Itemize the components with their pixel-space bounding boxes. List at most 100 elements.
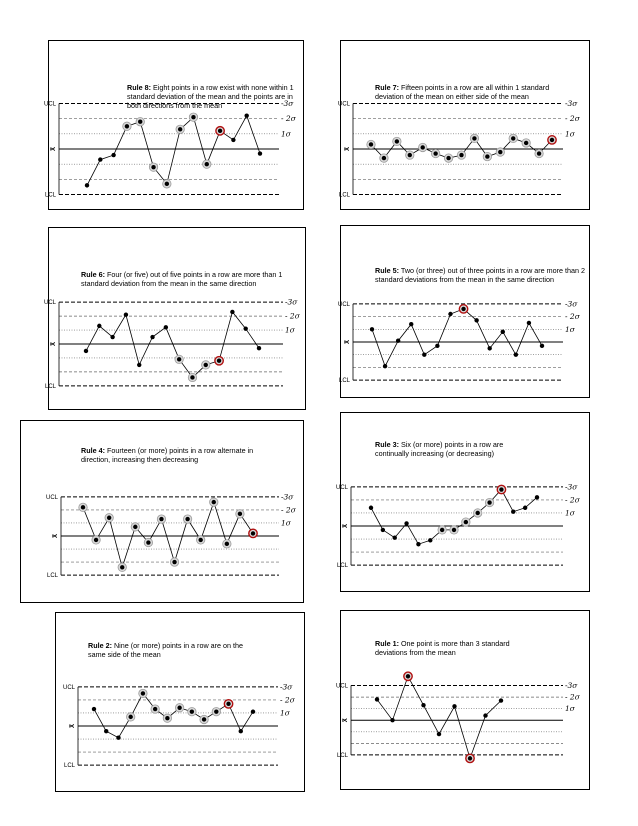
- data-point: [539, 343, 545, 349]
- data-point: [198, 537, 203, 543]
- data-point: [250, 709, 256, 714]
- mean-label: X̄: [342, 524, 349, 528]
- data-point: [110, 334, 115, 340]
- rule-number: Rule 2:: [88, 641, 112, 650]
- ucl-label: UCL: [44, 102, 57, 108]
- data-point: [487, 500, 492, 505]
- sigma-label-3: -3σ: [280, 682, 293, 691]
- sigma-label-2: - 2σ: [565, 495, 581, 504]
- rule-number: Rule 7:: [375, 83, 399, 92]
- mean-label: X̄: [50, 147, 57, 151]
- control-chart-2: UCL LCL X̄ -3σ - 2σ 1σ: [338, 99, 581, 198]
- data-point: [381, 155, 387, 161]
- mean-label: X̄: [344, 340, 351, 344]
- ucl-label: UCL: [338, 302, 351, 308]
- rule-number: Rule 3:: [375, 440, 399, 449]
- data-point: [256, 345, 262, 351]
- lcl-label: LCL: [339, 192, 351, 198]
- data-point: [214, 709, 219, 714]
- data-point: [511, 509, 516, 514]
- rule-caption: Rule 1: One point is more than 3 standar…: [375, 639, 515, 657]
- rule-description: Four (or five) out of five points in a r…: [81, 270, 283, 288]
- data-point: [404, 521, 409, 526]
- rule-number: Rule 1:: [375, 639, 399, 648]
- mean-label: X̄: [50, 342, 57, 346]
- data-point: [448, 311, 453, 317]
- sigma-label-1: 1σ: [565, 325, 576, 334]
- data-point: [499, 487, 504, 492]
- data-point: [475, 510, 480, 516]
- data-point: [140, 691, 146, 696]
- sigma-label-2: - 2σ: [285, 312, 301, 321]
- data-point: [523, 140, 529, 146]
- rule-description: Nine (or more) points in a row are on th…: [88, 641, 244, 659]
- series-line: [82, 500, 254, 569]
- data-point: [374, 697, 380, 702]
- rule-caption: Rule 8: Eight points in a row exist with…: [127, 83, 297, 110]
- data-point: [526, 320, 532, 326]
- rule-description: One point is more than 3 standard deviat…: [375, 639, 510, 657]
- data-point: [177, 127, 183, 132]
- data-point: [369, 327, 375, 332]
- data-point: [204, 161, 209, 167]
- data-point: [203, 362, 208, 368]
- data-point: [128, 714, 133, 720]
- series-line: [85, 311, 260, 379]
- data-point: [422, 352, 427, 357]
- data-point: [152, 706, 158, 712]
- sigma-label-1: 1σ: [565, 508, 576, 517]
- rule-description: Two (or three) out of three points in a …: [375, 266, 586, 284]
- data-point: [451, 527, 457, 533]
- sigma-label-3: -3σ: [565, 99, 578, 108]
- data-point: [390, 718, 395, 723]
- data-point: [420, 145, 425, 150]
- data-point: [217, 128, 223, 134]
- sigma-label-1: 1σ: [280, 708, 291, 717]
- sigma-label-3: -3σ: [565, 299, 578, 308]
- chart-panel-2: Rule 7: Fifteen points in a row are all …: [338, 40, 590, 210]
- chart-panel-7: Rule 2: Nine (or more) points in a row a…: [55, 612, 305, 792]
- data-point: [164, 181, 170, 187]
- control-chart-4: UCL LCL X̄ -3σ - 2σ 1σ: [338, 299, 581, 384]
- rule-description: Fourteen (or more) points in a row alter…: [81, 446, 254, 464]
- data-point: [163, 325, 169, 330]
- data-point: [534, 495, 540, 500]
- sigma-label-2: - 2σ: [565, 312, 581, 321]
- sigma-label-2: - 2σ: [281, 505, 297, 514]
- sigma-label-3: -3σ: [281, 99, 294, 108]
- data-point: [522, 505, 528, 510]
- sigma-label-3: -3σ: [285, 298, 298, 307]
- data-point: [250, 531, 256, 536]
- sigma-label-1: 1σ: [565, 704, 576, 713]
- data-point: [428, 538, 433, 543]
- data-point: [461, 306, 466, 312]
- data-point: [498, 149, 503, 155]
- sigma-label-2: - 2σ: [281, 114, 297, 123]
- control-chart-3: UCL LCL X̄ -3σ - 2σ 1σ: [44, 298, 301, 390]
- data-point: [474, 318, 479, 323]
- rule-caption: Rule 3: Six (or more) points in a row ar…: [375, 440, 535, 458]
- lcl-label: LCL: [337, 753, 349, 759]
- data-point: [238, 729, 243, 734]
- data-point: [421, 703, 426, 708]
- data-point: [137, 362, 142, 368]
- data-point: [439, 527, 445, 533]
- data-point: [549, 137, 555, 143]
- lcl-label: LCL: [47, 573, 59, 579]
- data-point: [177, 705, 182, 710]
- data-point: [407, 152, 412, 158]
- data-point: [191, 114, 196, 120]
- data-point: [216, 358, 222, 363]
- mean-label: X̄: [69, 724, 76, 728]
- data-point: [124, 124, 130, 129]
- ucl-label: UCL: [63, 685, 76, 691]
- data-point: [151, 164, 156, 170]
- data-point: [97, 323, 102, 329]
- rule-description: Fifteen points in a row are all within 1…: [375, 83, 550, 101]
- mean-label: X̄: [344, 147, 351, 151]
- data-point: [176, 357, 182, 362]
- sigma-label-3: -3σ: [281, 492, 294, 501]
- sigma-label-2: - 2σ: [565, 114, 581, 123]
- data-point: [467, 756, 473, 761]
- sigma-label-1: 1σ: [281, 129, 292, 138]
